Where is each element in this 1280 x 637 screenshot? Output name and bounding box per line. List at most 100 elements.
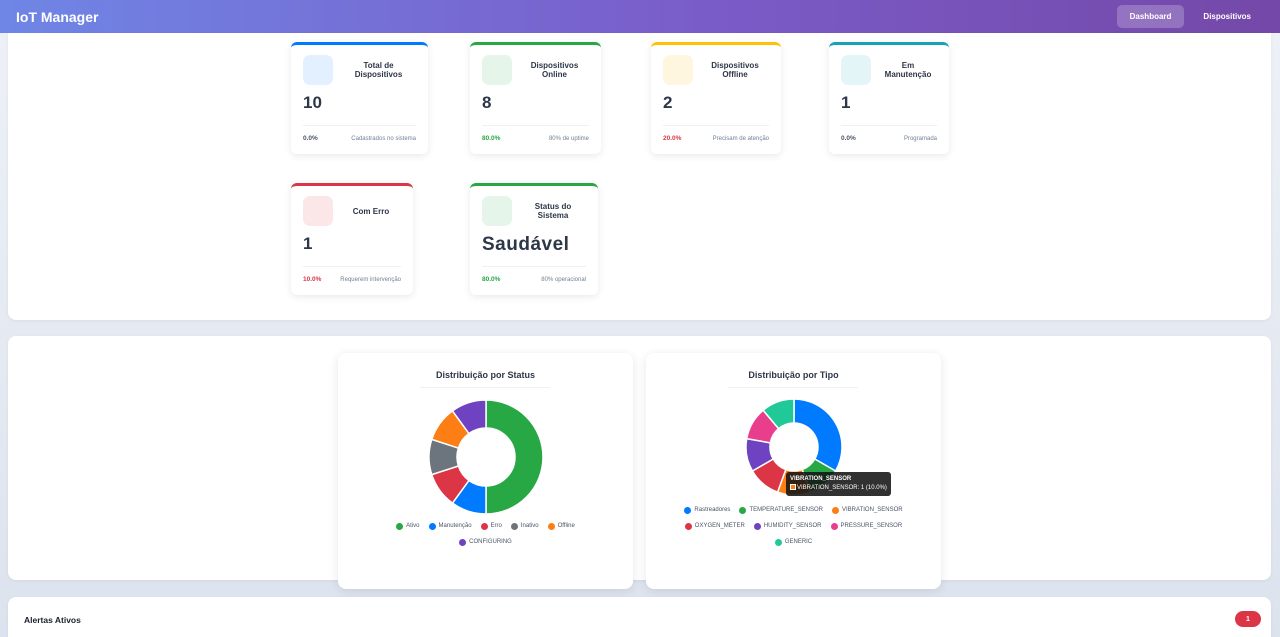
- stat-description: Requerem intervenção: [340, 276, 401, 283]
- legend-dot: [684, 506, 692, 514]
- online-devices-card[interactable]: Dispositivos Online 8 80.0% 80% de uptim…: [470, 42, 601, 154]
- legend-dot: [832, 506, 840, 514]
- legend-label: CONFIGURING: [469, 539, 512, 545]
- stat-title: Dispositivos Online: [530, 61, 579, 79]
- nav-menu: Dashboard Dispositivos: [1116, 5, 1264, 28]
- legend-item[interactable]: Ativo: [396, 518, 420, 534]
- legend-item[interactable]: Inativo: [510, 518, 539, 534]
- legend-item[interactable]: HUMIDITY_SENSOR: [753, 518, 822, 534]
- app-title[interactable]: IoT Manager: [16, 8, 99, 25]
- alerts-count-badge[interactable]: 1: [1235, 611, 1261, 627]
- tooltip-swatch: [790, 484, 796, 490]
- stat-title: Com Erro: [352, 206, 390, 216]
- legend-label: Offline: [557, 523, 575, 529]
- alerts-panel: Alertas Ativos 1: [8, 597, 1271, 637]
- legend-dot: [830, 522, 838, 530]
- stat-description: 80% de uptime: [548, 135, 589, 142]
- slice-ativo[interactable]: [485, 399, 544, 515]
- legend-dot: [510, 522, 518, 530]
- type-chart-title: Distribuição por Tipo: [748, 370, 839, 380]
- top-navbar: IoT Manager Dashboard Dispositivos: [0, 0, 1280, 33]
- type-chart-card: Distribuição por Tipo Rastreadores TEMPER…: [646, 353, 941, 589]
- slice-rastreadores[interactable]: [793, 398, 843, 473]
- tooltip-title: VIBRATION_SENSOR: [790, 476, 852, 482]
- legend-label: OXYGEN_METER: [694, 523, 745, 529]
- legend-dot: [459, 538, 467, 546]
- type-chart-legend: Rastreadores TEMPERATURE_SENSOR VIBRATION_…: [656, 502, 931, 550]
- stat-percent: 0.0%: [841, 135, 856, 142]
- alerts-title: Alertas Ativos: [24, 615, 81, 625]
- offline-devices-card[interactable]: Dispositivos Offline 2 20.0% Precisam de…: [651, 42, 781, 154]
- stat-percent: 20.0%: [663, 135, 682, 142]
- stat-title: Em Manutenção: [884, 61, 932, 79]
- status-chart-legend: Ativo Manutenção Erro Inativo Offline CONFIGU…: [348, 518, 623, 550]
- stats-panel: [8, 33, 1271, 320]
- error-devices-icon: [303, 196, 333, 226]
- legend-item[interactable]: PRESSURE_SENSOR: [830, 518, 903, 534]
- charts-panel: [8, 336, 1271, 580]
- stat-value: Saudável: [482, 234, 570, 255]
- legend-item[interactable]: TEMPERATURE_SENSOR: [739, 502, 823, 518]
- legend-label: Manutenção: [438, 523, 472, 529]
- legend-label: Erro: [490, 523, 502, 529]
- stat-title: Total de Dispositivos: [354, 61, 403, 79]
- legend-item[interactable]: Manutenção: [428, 518, 472, 534]
- legend-label: PRESSURE_SENSOR: [840, 523, 903, 529]
- legend-dot: [396, 522, 404, 530]
- stat-description: Cadastrados no sistema: [351, 135, 416, 142]
- legend-item[interactable]: VIBRATION_SENSOR: [832, 502, 903, 518]
- stat-percent: 10.0%: [303, 276, 322, 283]
- legend-dot: [774, 538, 782, 546]
- legend-dot: [739, 506, 747, 514]
- maintenance-devices-icon: [841, 55, 871, 85]
- stat-description: 80% operacional: [541, 276, 586, 283]
- stat-description: Programada: [903, 135, 937, 142]
- stat-value: 2: [663, 93, 673, 112]
- legend-label: VIBRATION_SENSOR: [842, 507, 903, 513]
- offline-devices-icon: [663, 55, 693, 85]
- nav-dispositivos-button[interactable]: Dispositivos: [1203, 12, 1251, 21]
- stat-value: 1: [303, 234, 313, 253]
- system-status-card[interactable]: Status do Sistema Saudável 80.0% 80% ope…: [470, 183, 598, 295]
- legend-item[interactable]: Rastreadores: [684, 502, 730, 518]
- nav-dashboard-button[interactable]: Dashboard: [1116, 5, 1185, 28]
- stat-percent: 0.0%: [303, 135, 318, 142]
- stat-value: 10: [303, 93, 322, 112]
- status-chart-title: Distribuição por Status: [435, 370, 535, 380]
- legend-label: Inativo: [520, 523, 539, 529]
- stat-description: Precisam de atenção: [712, 135, 769, 142]
- legend-item[interactable]: OXYGEN_METER: [684, 518, 745, 534]
- legend-dot: [428, 522, 436, 530]
- total-devices-icon: [303, 55, 333, 85]
- stat-title: Dispositivos Offline: [711, 61, 759, 79]
- legend-label: HUMIDITY_SENSOR: [763, 523, 822, 529]
- legend-item[interactable]: Erro: [480, 518, 502, 534]
- legend-label: Rastreadores: [694, 507, 731, 513]
- error-devices-card[interactable]: Com Erro 1 10.0% Requerem intervenção: [291, 183, 413, 295]
- legend-item[interactable]: Offline: [547, 518, 575, 534]
- legend-dot: [684, 522, 692, 530]
- tooltip-body: VIBRATION_SENSOR: 1 (10.0%): [797, 485, 887, 491]
- stat-percent: 80.0%: [482, 135, 501, 142]
- total-devices-card[interactable]: Total de Dispositivos 10 0.0% Cadastrado…: [291, 42, 428, 154]
- stat-title: Status do Sistema: [534, 202, 572, 220]
- legend-dot: [547, 522, 555, 530]
- legend-item[interactable]: CONFIGURING: [459, 534, 512, 550]
- chart-tooltip: VIBRATION_SENSOR VIBRATION_SENSOR: 1 (10…: [786, 472, 891, 496]
- status-chart-card: Distribuição por Status Ativo Manutenção E…: [338, 353, 633, 589]
- slice-configuring[interactable]: [451, 399, 487, 435]
- stat-value: 1: [841, 93, 851, 112]
- status-donut-chart: [428, 399, 544, 515]
- legend-label: Ativo: [406, 523, 420, 529]
- legend-item[interactable]: GENERIC: [774, 534, 813, 550]
- stat-value: 8: [482, 93, 492, 112]
- type-donut-chart: [745, 398, 843, 496]
- system-status-icon: [482, 196, 512, 226]
- stat-percent: 80.0%: [482, 276, 501, 283]
- online-devices-icon: [482, 55, 512, 85]
- legend-dot: [753, 522, 761, 530]
- maintenance-devices-card[interactable]: Em Manutenção 1 0.0% Programada: [829, 42, 949, 154]
- legend-label: GENERIC: [784, 539, 813, 545]
- slice-generic[interactable]: [762, 398, 795, 430]
- legend-dot: [480, 522, 488, 530]
